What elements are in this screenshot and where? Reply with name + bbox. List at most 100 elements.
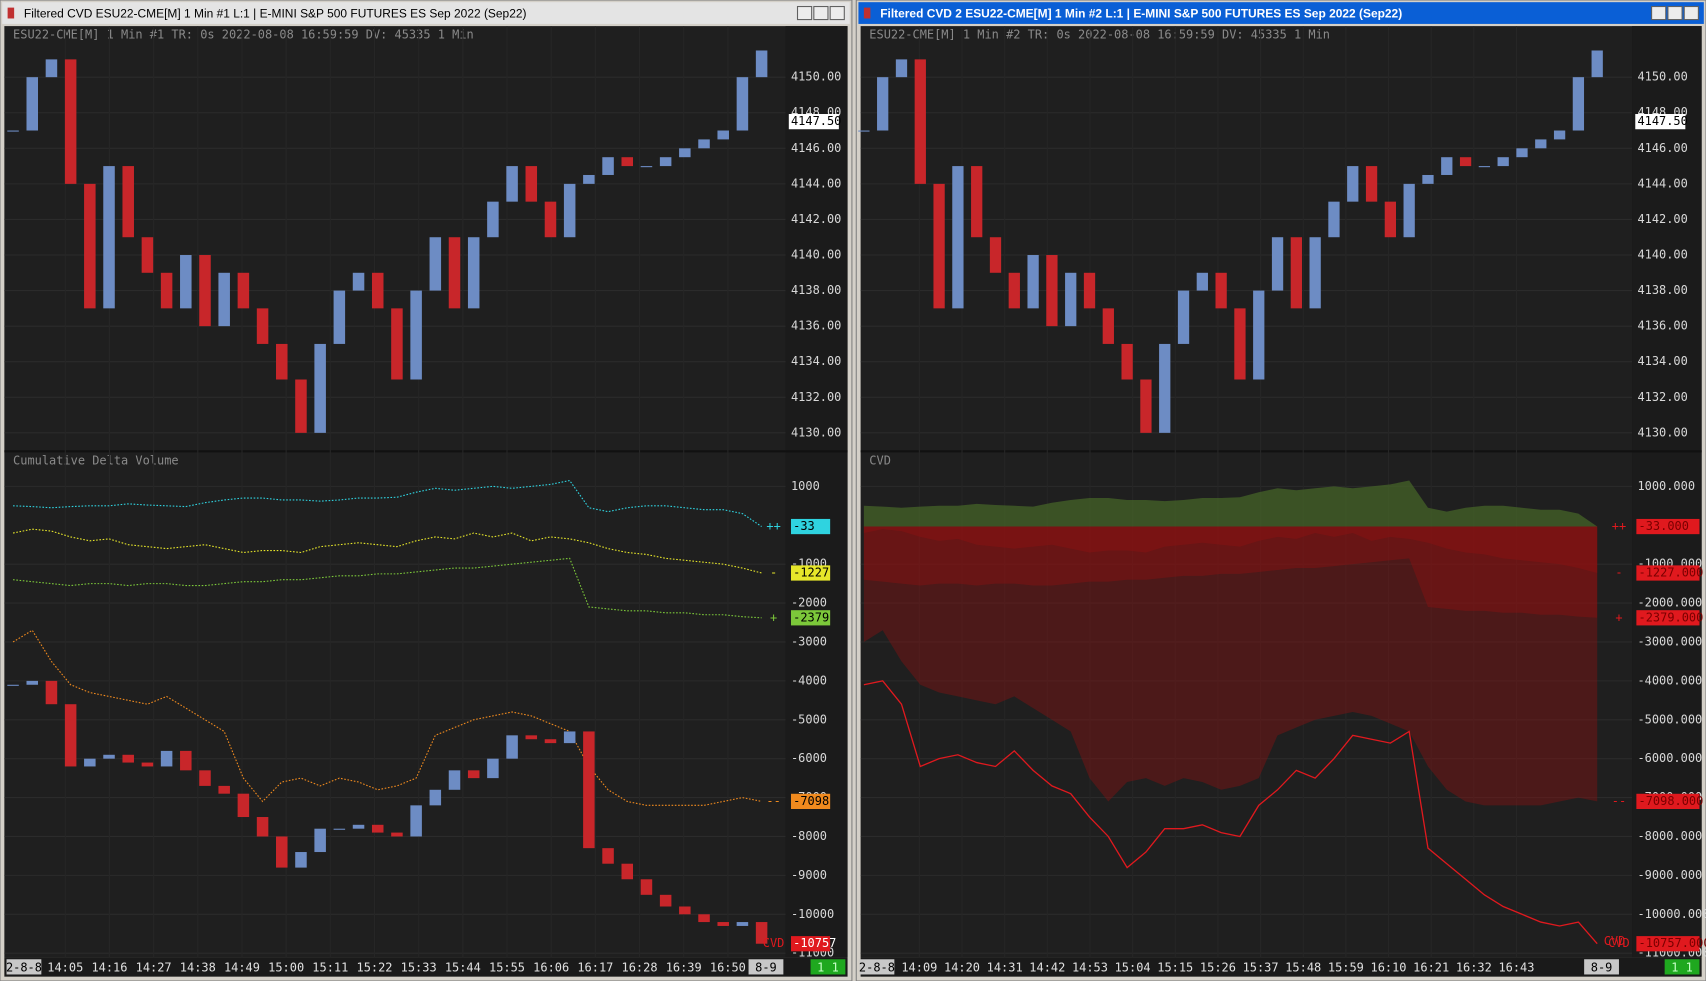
time-tick-label: 14:27 xyxy=(136,960,172,974)
price-candle xyxy=(295,379,307,433)
status-text: 1 1 xyxy=(1671,960,1693,974)
series-name: CVD xyxy=(1604,934,1626,948)
value-label: -2379 xyxy=(793,610,829,624)
price-candle xyxy=(914,59,926,184)
cvd-candle xyxy=(755,922,768,944)
price-candle xyxy=(989,237,1002,273)
price-candle xyxy=(410,290,422,380)
price-tick-label: 4132.00 xyxy=(791,390,841,404)
cvd-candle xyxy=(237,793,250,818)
indicator-title: CVD xyxy=(869,454,891,468)
price-tick-label: 4130.00 xyxy=(791,425,841,439)
cvd-candle xyxy=(679,906,691,915)
close-button[interactable] xyxy=(829,5,845,21)
time-tick-label: 8-9 xyxy=(1591,960,1613,974)
value-label: -1227 xyxy=(793,565,829,579)
time-tick-label: 15:37 xyxy=(1243,960,1279,974)
cvd-candle xyxy=(467,770,480,779)
price-tick-label: 4136.00 xyxy=(791,319,841,333)
value-label-box xyxy=(1636,936,1700,952)
cvd-candle xyxy=(45,680,58,705)
cvd-area xyxy=(863,526,1598,573)
price-candle xyxy=(659,157,672,167)
cvd-tick-label: -9000 xyxy=(791,868,827,882)
cvd-candle xyxy=(429,789,442,806)
cvd-tick-label: -10000.000 xyxy=(1637,907,1706,921)
price-candle xyxy=(103,166,115,309)
price-candle xyxy=(563,183,576,238)
series-marker: + xyxy=(770,610,777,624)
time-tick-label: 14:38 xyxy=(180,960,216,974)
cvd-candle xyxy=(256,817,269,837)
series-marker: ++ xyxy=(1612,519,1626,533)
series-marker: ++ xyxy=(766,519,780,533)
time-tick-label: 14:31 xyxy=(987,960,1023,974)
price-candle xyxy=(1215,272,1227,309)
cvd-candle xyxy=(448,770,461,790)
date-tag xyxy=(6,959,42,975)
cvd-candle xyxy=(563,731,576,744)
price-candle xyxy=(1234,308,1246,380)
price-candle xyxy=(1140,379,1152,433)
time-tick-label: 15:15 xyxy=(1157,960,1193,974)
price-candle xyxy=(1271,237,1284,291)
cvd-candle xyxy=(295,852,307,868)
value-label: -2379.000 xyxy=(1639,610,1704,624)
value-label-box xyxy=(790,610,831,626)
cvd-candle xyxy=(717,922,729,926)
cvd-candle xyxy=(371,824,384,833)
price-candle xyxy=(640,166,653,168)
price-candle xyxy=(1591,50,1603,78)
price-candle xyxy=(895,59,908,78)
minimize-button[interactable] xyxy=(796,5,813,21)
price-candle xyxy=(1365,166,1378,202)
status-box xyxy=(810,959,846,975)
price-candle xyxy=(64,59,77,184)
close-button[interactable] xyxy=(1683,5,1699,21)
time-tick-label: 16:28 xyxy=(622,960,658,974)
window-icon xyxy=(863,7,871,19)
maximize-button[interactable] xyxy=(1667,5,1683,21)
time-tick-label: 16:21 xyxy=(1413,960,1449,974)
indicator-title: Cumulative Delta Volume xyxy=(13,454,179,468)
cvd-candle xyxy=(103,754,115,759)
time-tick-label: 16:43 xyxy=(1498,960,1534,974)
price-candle xyxy=(1008,272,1020,309)
price-candle xyxy=(679,148,691,158)
cvd-candle xyxy=(525,735,538,740)
price-tick-label: 4140.00 xyxy=(791,248,841,262)
price-candle xyxy=(877,77,889,131)
cvd-candle xyxy=(487,758,499,779)
price-candle xyxy=(1478,166,1491,168)
cvd-tick-label: -5000 xyxy=(791,712,827,726)
cvd-tick-label: -8000 xyxy=(791,829,827,843)
last-price-box xyxy=(1635,114,1686,130)
price-candle xyxy=(1403,183,1415,238)
cvd-candle xyxy=(276,836,288,868)
cvd-candle xyxy=(410,805,422,837)
price-candle xyxy=(276,343,288,380)
price-tick-label: 4142.00 xyxy=(1637,212,1687,226)
date-tag xyxy=(748,959,784,975)
maximize-button[interactable] xyxy=(813,5,829,21)
cvd-candle xyxy=(7,684,19,686)
price-tick-label: 4140.00 xyxy=(1637,248,1687,262)
cvd-candle xyxy=(506,735,518,759)
window-icon xyxy=(7,7,15,19)
time-tick-label: 15:33 xyxy=(401,960,437,974)
price-tick-label: 4134.00 xyxy=(1637,354,1687,368)
minimize-button[interactable] xyxy=(1651,5,1667,21)
cvd-tick-label: -6000.000 xyxy=(1637,751,1702,765)
cvd-candle xyxy=(333,828,346,830)
price-tick-label: 4142.00 xyxy=(791,212,841,226)
price-candle xyxy=(314,343,326,433)
date-tag xyxy=(859,959,895,975)
price-candle xyxy=(858,130,870,132)
price-tick-label: 4150.00 xyxy=(1637,70,1687,84)
price-tick-label: 4132.00 xyxy=(1637,390,1687,404)
time-tick-label: 16:50 xyxy=(710,960,746,974)
cvd-candle xyxy=(180,750,192,771)
price-tick-label: 4146.00 xyxy=(791,141,841,155)
time-tick-label: 16:32 xyxy=(1456,960,1492,974)
